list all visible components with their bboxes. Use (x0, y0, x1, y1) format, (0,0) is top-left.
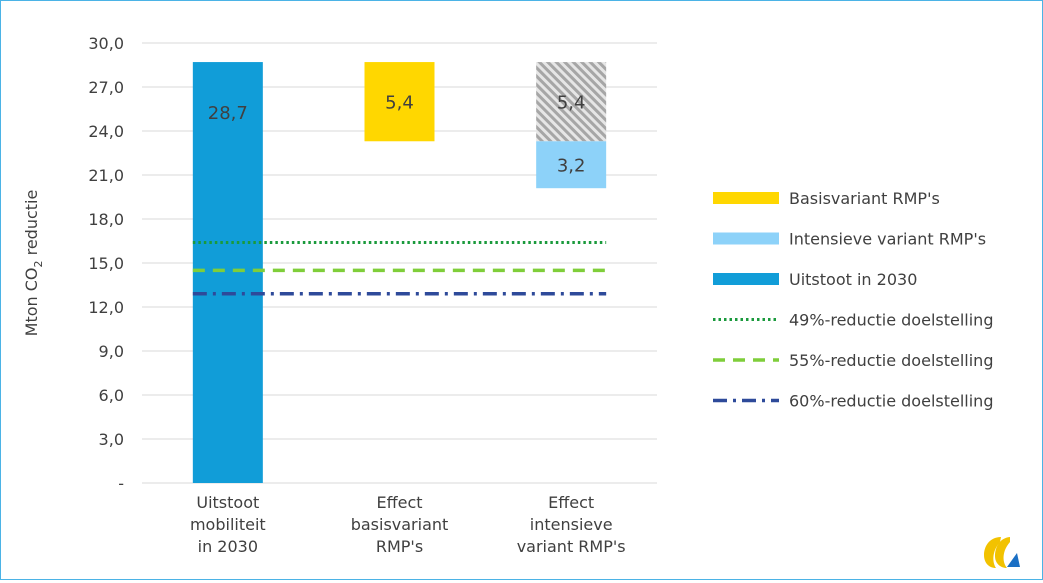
y-tick-label: 27,0 (88, 78, 124, 97)
logo-accent (1007, 553, 1020, 567)
x-category-labels: Uitstoot mobiliteit in 2030 Effect basisvari… (190, 493, 626, 556)
bar-data-label: 5,4 (557, 93, 586, 114)
y-tick-label: 30,0 (88, 34, 124, 53)
y-tick-label: 24,0 (88, 122, 124, 141)
x-category-label-line: variant RMP's (517, 537, 626, 556)
legend-label: Uitstoot in 2030 (789, 270, 917, 289)
legend-label: Intensieve variant RMP's (789, 230, 986, 249)
x-category-label-line: Effect (548, 493, 594, 512)
x-category-label-line: Effect (376, 493, 422, 512)
legend-label: 55%-reductie doelstelling (789, 351, 993, 370)
y-tick-label: 12,0 (88, 298, 124, 317)
legend-swatch (713, 232, 779, 245)
y-tick-label: 15,0 (88, 254, 124, 273)
legend-label: 49%-reductie doelstelling (789, 311, 993, 330)
x-category-label-line: mobiliteit (190, 515, 266, 534)
logo-shape-inner (995, 537, 1010, 568)
legend-swatch (713, 273, 779, 285)
y-tick-label: 9,0 (99, 342, 124, 361)
x-category-label-line: intensieve (530, 515, 613, 534)
y-tick-label: - (118, 474, 124, 493)
x-category-label: Effect intensieve variant RMP's (517, 493, 626, 556)
bar-data-label: 28,7 (208, 103, 248, 124)
y-axis-label-sub: 2 (32, 260, 45, 267)
y-tick-label: 6,0 (99, 386, 124, 405)
bar-data-label: 3,2 (557, 156, 586, 177)
legend-swatch (713, 192, 779, 204)
y-axis-label: Mton CO2 reductie (22, 190, 45, 337)
logo-shape-outer (984, 537, 1001, 568)
x-category-label-line: Uitstoot (196, 493, 259, 512)
legend-label: 60%-reductie doelstelling (789, 392, 993, 411)
bars: 28,7 5,4 5,4 3,2 (192, 62, 607, 484)
bar (536, 141, 607, 189)
y-tick-label: 3,0 (99, 430, 124, 449)
bar (364, 62, 435, 142)
x-category-label-line: in 2030 (198, 537, 258, 556)
y-axis-label-tail: reductie (22, 190, 41, 261)
x-category-label-line: basisvariant (351, 515, 449, 534)
y-tick-label: 18,0 (88, 210, 124, 229)
x-category-label: Uitstoot mobiliteit in 2030 (190, 493, 266, 556)
x-category-label: Effect basisvariant RMP's (351, 493, 449, 556)
legend-label: Basisvariant RMP's (789, 189, 940, 208)
y-tick-label: 21,0 (88, 166, 124, 185)
y-axis-label-main: Mton CO (22, 267, 41, 336)
y-tick-labels: - 3,0 6,0 9,0 12,0 15,0 18,0 21,0 24,0 27,0 30,0 (88, 34, 124, 493)
legend: Basisvariant RMP's Intensieve variant RMP… (713, 189, 993, 411)
reference-lines (192, 240, 607, 296)
bar-data-label: 5,4 (385, 93, 414, 114)
bar (192, 62, 263, 484)
ce-delft-logo-icon (984, 537, 1020, 568)
bar (536, 62, 607, 142)
x-category-label-line: RMP's (376, 537, 423, 556)
